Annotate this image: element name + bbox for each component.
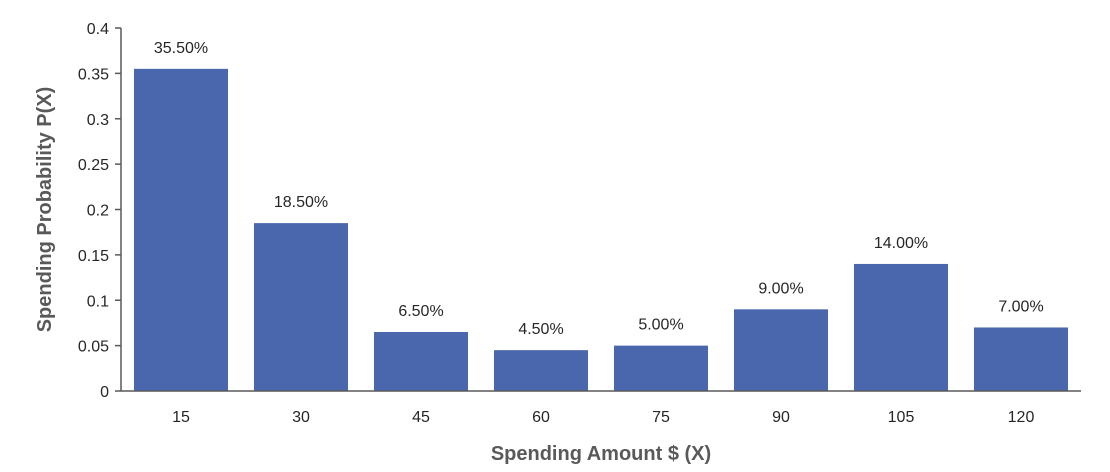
data-label: 35.50% — [154, 40, 208, 57]
x-tick-label: 105 — [888, 409, 915, 426]
bar — [374, 332, 468, 391]
data-label: 14.00% — [874, 235, 928, 252]
x-tick-label: 30 — [292, 409, 310, 426]
x-tick-label: 120 — [1008, 409, 1035, 426]
y-axis-title: Spending Probability P(X) — [34, 87, 56, 333]
x-axis-title: Spending Amount $ (X) — [491, 443, 711, 465]
data-label: 6.50% — [398, 303, 443, 320]
x-tick-label: 90 — [772, 409, 790, 426]
y-tick-label: 0.05 — [78, 339, 109, 356]
y-tick-label: 0.15 — [78, 248, 109, 265]
x-tick-label: 75 — [652, 409, 670, 426]
y-tick-label: 0.3 — [87, 112, 109, 129]
bar — [254, 223, 348, 391]
y-tick-label: 0.1 — [87, 293, 109, 310]
bar — [734, 309, 828, 391]
data-label: 7.00% — [998, 298, 1043, 315]
y-tick-label: 0.2 — [87, 203, 109, 220]
y-tick-label: 0 — [100, 384, 109, 401]
x-tick-label: 60 — [532, 409, 550, 426]
bars-group — [134, 68, 1068, 392]
y-axis-ticks: 0 0.05 0.1 0.15 0.2 0.25 0.3 0.35 0.4 — [78, 21, 121, 401]
y-tick-label: 0.4 — [87, 21, 109, 38]
x-axis-ticks: 15 30 45 60 75 90 105 120 — [172, 409, 1034, 426]
x-tick-label: 15 — [172, 409, 190, 426]
bar — [974, 327, 1068, 391]
y-tick-label: 0.25 — [78, 157, 109, 174]
data-label: 5.00% — [638, 317, 683, 334]
y-tick-label: 0.35 — [78, 66, 109, 83]
data-label: 18.50% — [274, 194, 328, 211]
data-label: 4.50% — [518, 321, 563, 338]
data-labels-group: 35.50% 18.50% 6.50% 4.50% 5.00% 9.00% 14.00% 7.… — [154, 40, 1044, 338]
data-label: 9.00% — [758, 280, 803, 297]
bar — [854, 263, 948, 391]
bar — [134, 68, 228, 392]
bar — [614, 345, 708, 391]
bar — [494, 350, 588, 391]
x-tick-label: 45 — [412, 409, 430, 426]
